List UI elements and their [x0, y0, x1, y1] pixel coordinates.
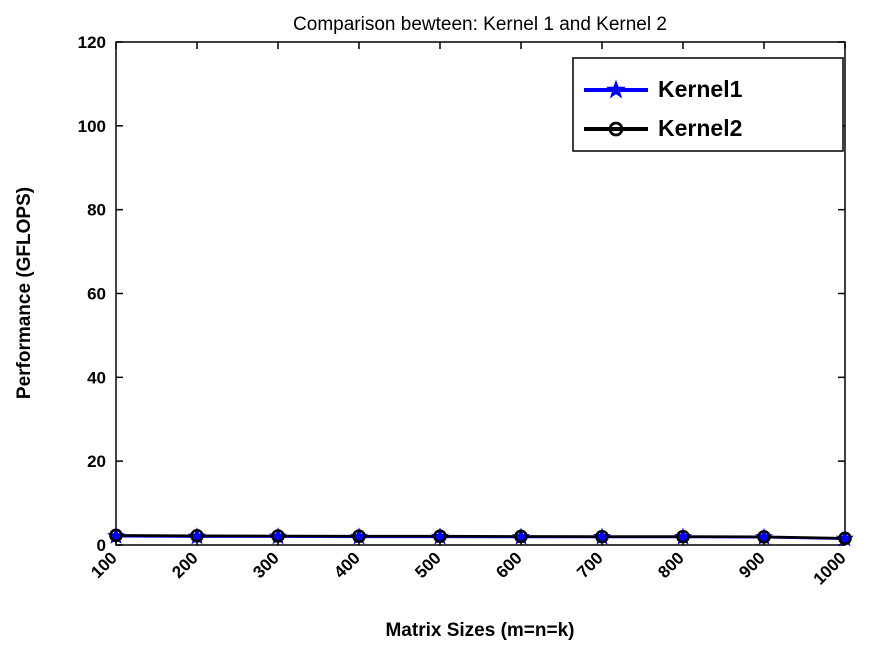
x-tick-label: 900 [735, 548, 768, 581]
marker-circle-kernel2 [190, 528, 204, 543]
marker-circle-kernel2 [595, 529, 609, 544]
marker-circle-kernel2 [757, 530, 771, 544]
legend-marker-star [605, 79, 627, 99]
marker-circle-kernel2 [433, 529, 447, 543]
marker-circle-kernel2 [271, 529, 285, 543]
x-tick-label: 700 [573, 548, 606, 581]
chart-title: Comparison bewteen: Kernel 1 and Kernel … [293, 14, 667, 35]
x-axis-label: Matrix Sizes (m=n=k) [385, 620, 574, 641]
marker-circle-kernel2 [676, 529, 690, 544]
marker-circle-kernel2 [838, 531, 852, 546]
y-tick-label: 100 [78, 117, 106, 136]
y-tick-label: 20 [87, 452, 106, 471]
x-tick-label: 300 [249, 548, 282, 581]
y-tick-label: 80 [87, 201, 106, 220]
marker-circle-kernel2 [514, 529, 528, 544]
y-tick-label: 0 [97, 536, 106, 555]
x-tick-label: 400 [330, 548, 363, 581]
legend: Kernel1 Kernel2 [572, 57, 844, 152]
y-tick-label: 60 [87, 285, 106, 304]
x-tick-label: 500 [411, 548, 444, 581]
y-tick-label: 120 [78, 33, 106, 52]
x-tick-label: 100 [87, 548, 120, 581]
marker-circle-kernel2 [109, 528, 123, 543]
y-axis-label: Performance (GFLOPS) [14, 187, 35, 399]
legend-label-kernel2: Kernel2 [658, 115, 742, 141]
legend-label-kernel1: Kernel1 [658, 76, 743, 102]
x-tick-label: 1000 [810, 548, 850, 588]
x-tick-label: 200 [168, 548, 201, 581]
legend-marker-circle [608, 121, 624, 137]
y-tick-label: 40 [87, 368, 106, 387]
series-line-kernel2 [115, 534, 846, 540]
x-tick-label: 600 [492, 548, 525, 581]
marker-circle-kernel2 [352, 529, 366, 543]
x-tick-label: 800 [654, 548, 687, 581]
legend-samples [584, 79, 648, 137]
